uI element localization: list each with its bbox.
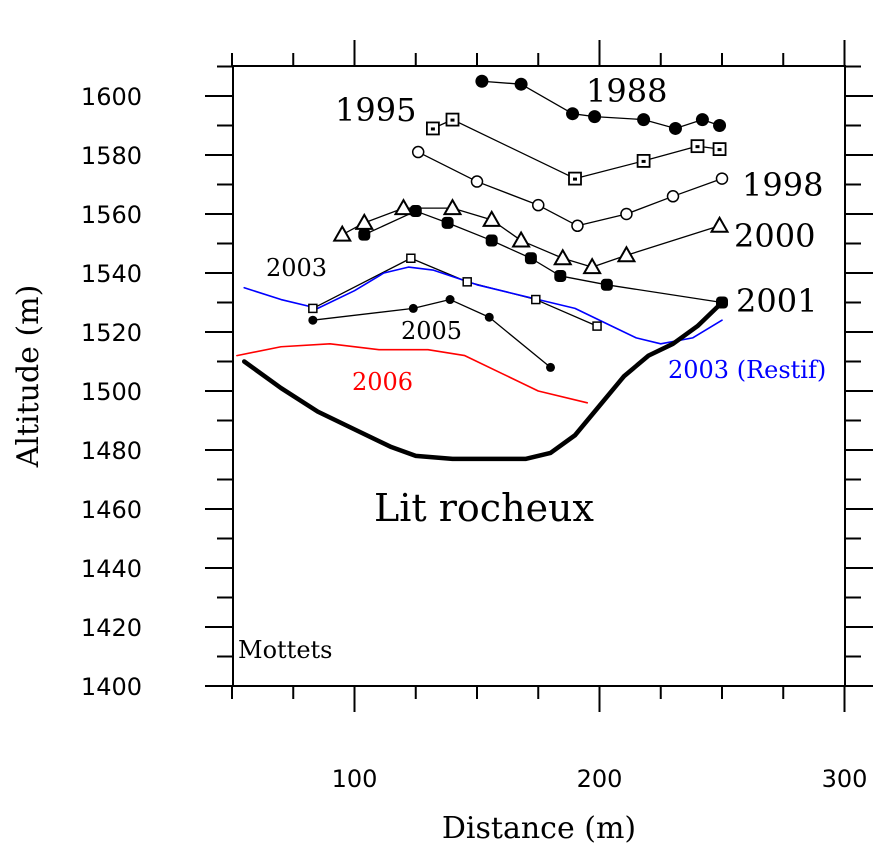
marker-2005 [484,312,494,322]
marker-2000 [709,215,730,233]
marker-2003 [531,294,541,305]
marker-2003 [462,277,472,287]
marker-1998 [715,172,729,185]
marker-2001 [524,252,537,265]
bed-annotation: Lit rocheux [374,486,594,530]
y-tick-label: 1460 [81,496,142,524]
marker-1988 [695,113,709,127]
marker-1988 [713,119,727,132]
marker-2001 [441,216,454,229]
marker-2000 [442,198,463,216]
marker-2000 [582,257,602,275]
marker-2001 [358,228,371,241]
marker-1998 [470,175,484,188]
y-tick-label: 1400 [81,673,142,701]
marker-1998 [532,198,545,212]
marker-2000 [553,248,573,266]
marker-1988 [588,110,602,124]
series-line-2006 [236,342,589,404]
x-tick-label: 300 [822,765,868,793]
marker-1995 [636,153,651,168]
series-line-2001 [363,210,723,304]
marker-1998 [620,207,633,221]
series-line-lit-rocheux [242,300,725,462]
series-line-2000 [341,207,721,268]
marker-1995 [425,121,440,136]
x-tick-label: 100 [332,765,378,793]
y-axis-label: Altitude (m) [11,285,46,469]
series-line-2003 [312,257,598,327]
marker-1995 [568,171,582,186]
y-tick-label: 1540 [81,260,142,288]
y-tick-label: 1500 [81,378,142,406]
series-label-1998: 1998 [742,166,823,204]
marker-2005 [308,315,318,325]
marker-1988 [637,113,651,127]
marker-1995 [712,142,727,157]
axis-ticks [205,40,873,712]
marker-2001 [409,205,422,218]
series-label-2005: 2005 [401,317,462,345]
y-tick-label: 1600 [81,83,142,111]
marker-2001 [600,278,613,291]
series-label-2003: 2003 [266,254,327,282]
marker-1998 [411,145,425,159]
marker-2000 [511,230,531,248]
marker-2001 [554,269,567,282]
marker-2003 [406,253,416,263]
x-tick-labels: 100 200 300 [332,765,868,793]
series-label-2001: 2001 [736,282,817,320]
marker-1998 [666,190,680,203]
x-tick-label: 200 [577,765,623,793]
marker-2001 [485,234,498,247]
y-tick-label: 1560 [81,201,142,229]
y-tick-label: 1580 [81,142,142,170]
series-line-1998 [417,151,723,227]
y-tick-label: 1440 [81,555,142,583]
y-tick-label: 1520 [81,319,142,347]
y-tick-label: 1420 [81,614,142,642]
marker-1995 [690,139,705,154]
marker-1995 [445,112,460,127]
marker-2000 [616,245,637,263]
series-markers [308,74,730,372]
marker-2003 [592,321,602,331]
series-label-2006: 2006 [352,368,413,396]
marker-1988 [475,74,489,88]
marker-1988 [514,77,528,91]
marker-2000 [332,224,352,242]
marker-2005 [408,303,418,313]
marker-1988 [668,121,682,135]
series-label-2000: 2000 [734,217,815,255]
series-label-1988: 1988 [586,72,667,110]
series-labels: 1988 1995 1998 2000 2001 2003 2005 2003 (Restif… [266,72,826,396]
marker-2001 [716,296,728,309]
series-label-2003-restif: 2003 (Restif) [668,356,826,384]
marker-2005 [445,295,455,305]
marker-2000 [393,198,414,216]
marker-1988 [566,107,580,121]
marker-2005 [546,362,555,372]
series-label-1995: 1995 [335,91,416,129]
series-line-2003-restif [243,266,723,345]
marker-2000 [481,209,502,227]
marker-1998 [571,219,584,233]
marker-2003 [308,303,318,314]
y-tick-labels: 1400 1420 1440 1460 1480 1500 1520 1540 1560 1580… [81,83,142,701]
x-axis-label: Distance (m) [442,811,636,843]
y-tick-label: 1480 [81,437,142,465]
marker-2000 [354,212,375,230]
site-annotation: Mottets [238,636,332,664]
